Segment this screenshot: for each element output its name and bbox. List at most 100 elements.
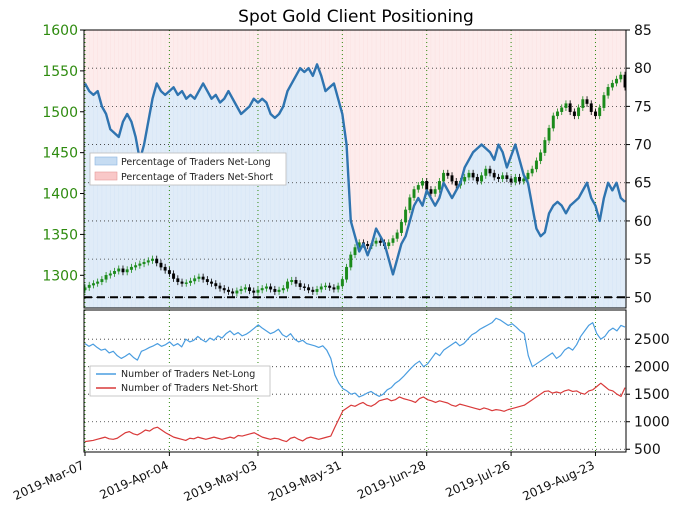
- x-tick-label: 2019-May-31: [266, 458, 344, 504]
- candle: [496, 173, 500, 183]
- candle: [315, 285, 319, 295]
- candle: [172, 270, 176, 282]
- x-tick-label: 2019-May-03: [182, 458, 260, 504]
- net-long-percentage-line: [83, 63, 626, 276]
- candle: [615, 75, 619, 87]
- candle: [298, 280, 302, 291]
- candle-body: [467, 172, 471, 178]
- candle-body: [425, 181, 429, 190]
- candle-body: [412, 189, 416, 198]
- candle-body: [151, 258, 154, 261]
- candle-body: [471, 172, 475, 178]
- candle: [518, 173, 521, 185]
- candle-body: [480, 175, 484, 182]
- candle-body: [218, 285, 222, 289]
- candle-body: [463, 176, 467, 182]
- candle-body: [581, 99, 585, 108]
- candle-body: [619, 74, 623, 80]
- x-tick-label: 2019-Jul-26: [443, 458, 512, 500]
- candle: [543, 137, 547, 156]
- price-sentiment-panel: 1300 1350 1400 1450 1500 1550 1600 50 55 60 65 70 7…: [42, 23, 652, 309]
- candle: [222, 285, 226, 294]
- candle-body: [264, 286, 268, 289]
- candle-body: [294, 280, 298, 284]
- left-tick-label: 1550: [42, 64, 78, 80]
- candle-body: [167, 270, 171, 274]
- candle: [307, 284, 311, 294]
- candle-body: [594, 111, 597, 117]
- candle: [391, 235, 395, 246]
- candle-body: [404, 209, 408, 223]
- right-tick-label: 80: [634, 61, 652, 77]
- candle-body: [159, 262, 163, 268]
- candle-body: [556, 111, 559, 117]
- candle-body: [290, 280, 294, 283]
- candle: [404, 206, 408, 226]
- candle: [248, 284, 251, 295]
- x-tick-label: 2019-Apr-04: [97, 458, 170, 502]
- candle-body: [513, 176, 517, 183]
- candle: [619, 71, 623, 83]
- candle: [226, 286, 230, 295]
- candle-body: [518, 176, 521, 182]
- candle: [534, 157, 538, 173]
- candle: [197, 273, 201, 282]
- candle: [193, 275, 197, 285]
- candle-body: [248, 287, 251, 292]
- candle-body: [180, 281, 184, 284]
- candle: [589, 100, 593, 116]
- candle: [421, 177, 424, 189]
- candle: [205, 276, 209, 286]
- candle-body: [231, 291, 235, 294]
- candle-body: [488, 168, 492, 174]
- candle: [189, 277, 192, 286]
- candle-body: [387, 242, 391, 247]
- candle: [446, 169, 450, 179]
- trader-count-lines: [84, 317, 626, 443]
- candle: [239, 285, 243, 295]
- x-tick-label: 2019-Aug-23: [520, 458, 596, 504]
- candle-body: [129, 266, 133, 270]
- right-axis-ticks-top: 50 55 60 65 70 75 80 85: [626, 23, 652, 306]
- right-tick-label: 2500: [634, 332, 670, 348]
- candle-body: [243, 287, 247, 290]
- candle-body: [416, 185, 420, 190]
- candle-body: [340, 279, 344, 287]
- candle: [184, 279, 188, 287]
- right-tick-label: 70: [634, 138, 652, 154]
- candle: [463, 173, 467, 185]
- candle-body: [509, 178, 513, 183]
- candle-body: [349, 254, 353, 268]
- candle: [151, 255, 154, 264]
- candle: [353, 244, 357, 259]
- candle: [598, 104, 602, 120]
- left-tick-label: 1300: [42, 268, 78, 284]
- candle-body: [193, 278, 197, 282]
- candle: [252, 287, 256, 296]
- right-tick-label: 60: [634, 214, 652, 230]
- legend-label-count-net-short: Number of Traders Net-Short: [121, 383, 258, 394]
- legend-label-net-short: Percentage of Traders Net-Short: [121, 172, 273, 183]
- candle: [311, 286, 315, 295]
- left-axis-ticks: 1300 1350 1400 1450 1500 1550 1600: [42, 23, 84, 284]
- candle-body: [155, 258, 159, 264]
- candle-body: [134, 265, 138, 268]
- candle-body: [429, 189, 433, 194]
- candle-body: [332, 287, 336, 290]
- candle: [218, 282, 222, 292]
- candle: [281, 285, 285, 294]
- candle-body: [315, 288, 319, 292]
- candle-body: [163, 266, 167, 271]
- net-long-area: [84, 64, 626, 308]
- right-tick-label: 50: [634, 290, 652, 306]
- candle: [513, 173, 517, 186]
- candle: [349, 251, 353, 271]
- candle-body: [543, 140, 547, 153]
- candle-body: [214, 283, 218, 287]
- candle: [129, 263, 133, 273]
- candle-body: [442, 172, 446, 182]
- left-tick-label: 1600: [42, 23, 78, 39]
- candle-body: [142, 262, 146, 265]
- candle-body: [113, 271, 116, 274]
- candle: [416, 182, 420, 193]
